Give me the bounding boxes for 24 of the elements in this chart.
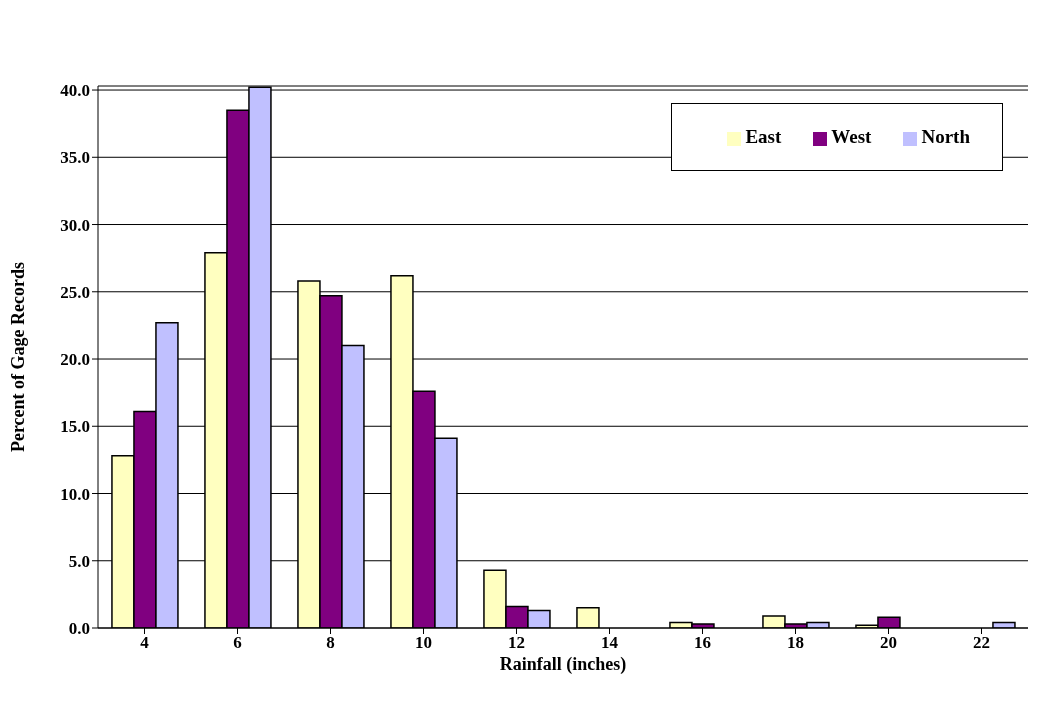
y-tick-label: 20.0 [60, 350, 90, 370]
legend-label: West [831, 126, 872, 147]
y-tick-label: 25.0 [60, 282, 90, 302]
x-tick-label: 4 [140, 633, 150, 653]
y-tick-label: 35.0 [60, 148, 90, 168]
y-tick-label: 5.0 [68, 551, 90, 571]
y-tick-label: 30.0 [60, 215, 90, 235]
legend-label: East [745, 126, 782, 147]
y-axis-title: Percent of Gage Records [8, 261, 29, 453]
x-tick-label: 22 [973, 633, 990, 653]
legend-label: North [921, 126, 970, 147]
x-tick-label: 6 [233, 633, 242, 653]
y-tick-label: 10.0 [60, 484, 90, 504]
x-tick-label: 12 [508, 633, 525, 653]
x-tick-label: 10 [415, 633, 432, 653]
x-axis-title: Rainfall (inches) [499, 654, 627, 675]
x-tick-label: 16 [694, 633, 711, 653]
x-tick-label: 8 [326, 633, 335, 653]
x-tick-label: 20 [880, 633, 897, 653]
y-tick-label: 0.0 [68, 619, 90, 639]
y-tick-label: 40.0 [60, 81, 90, 101]
y-tick-label: 15.0 [60, 417, 90, 437]
x-tick-label: 18 [787, 633, 804, 653]
x-tick-label: 14 [601, 633, 619, 653]
